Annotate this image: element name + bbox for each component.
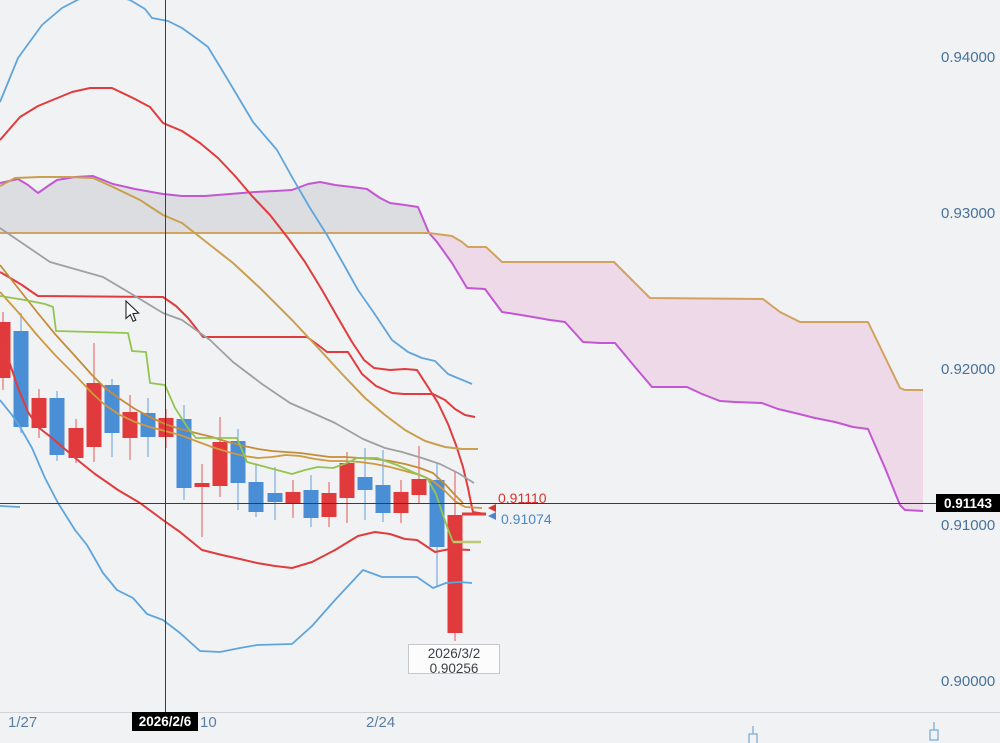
axis-candle-icon: [929, 722, 939, 741]
axis-candle-icon: [748, 726, 758, 743]
series-red_env_lower: [0, 344, 471, 569]
crosshair-date-tag: 2026/2/6: [132, 712, 198, 731]
current-price-tag: 0.91143: [936, 494, 1000, 512]
candle[interactable]: [447, 515, 463, 633]
price-axis-label: 0.91000: [941, 517, 996, 534]
candle[interactable]: [285, 492, 301, 503]
ichimoku-cloud-gray: [0, 176, 429, 233]
candle[interactable]: [86, 383, 102, 447]
candle[interactable]: [230, 441, 246, 483]
candle[interactable]: [212, 442, 228, 486]
price-axis-label: 0.93000: [941, 205, 996, 222]
time-axis-label: 1/27: [8, 714, 38, 731]
tooltip-date: 2026/3/2: [427, 646, 481, 661]
price-marker-blue-label: 0.91074: [501, 511, 552, 527]
series-ma_tan: [0, 176, 478, 450]
candle[interactable]: [49, 398, 65, 455]
price-marker-red-arrow-icon: [488, 504, 496, 512]
candle[interactable]: [429, 480, 445, 547]
candle[interactable]: [267, 493, 283, 502]
candle[interactable]: [194, 483, 210, 487]
price-axis-label: 0.92000: [941, 361, 996, 378]
candle[interactable]: [393, 492, 409, 513]
time-axis-label: 2/24: [366, 714, 396, 731]
time-axis-label: 10: [200, 714, 217, 731]
candle[interactable]: [176, 419, 192, 488]
candle[interactable]: [248, 482, 264, 512]
series-bb_lower: [0, 399, 473, 653]
series-senkou_b: [0, 232, 923, 391]
ichimoku-cloud-pink: [429, 233, 923, 511]
candle[interactable]: [31, 398, 47, 428]
series-ma_green: [0, 295, 454, 543]
series-ma_orange2: [0, 264, 464, 504]
price-axis-label: 0.90000: [941, 673, 996, 690]
series-ma_gray: [0, 227, 475, 484]
axis-candle-icon-part: [929, 729, 939, 741]
candle[interactable]: [411, 479, 427, 495]
price-marker-red-label: 0.91110: [498, 490, 547, 506]
price-marker-blue-arrow-icon: [488, 512, 496, 520]
candle[interactable]: [0, 322, 11, 378]
price-axis-label: 0.94000: [941, 49, 996, 66]
mouse-cursor-icon: [125, 299, 140, 323]
candle-low-tooltip: 2026/3/2 0.90256: [408, 644, 500, 676]
series-senkou_a: [0, 175, 924, 512]
time-axis-separator: [0, 712, 1000, 713]
axis-candle-icon-part: [748, 733, 758, 743]
candle[interactable]: [339, 463, 355, 498]
tooltip-price: 0.90256: [429, 661, 479, 676]
candle[interactable]: [375, 485, 391, 513]
series-red_env_upper: [0, 87, 486, 515]
series-bb_upper: [0, 0, 473, 385]
series-red_stepped: [0, 271, 476, 418]
candle[interactable]: [68, 428, 84, 458]
candle[interactable]: [122, 412, 138, 438]
candle[interactable]: [321, 493, 337, 517]
candle[interactable]: [357, 477, 373, 490]
series-blue_stub: [0, 505, 21, 508]
candle[interactable]: [140, 413, 156, 437]
